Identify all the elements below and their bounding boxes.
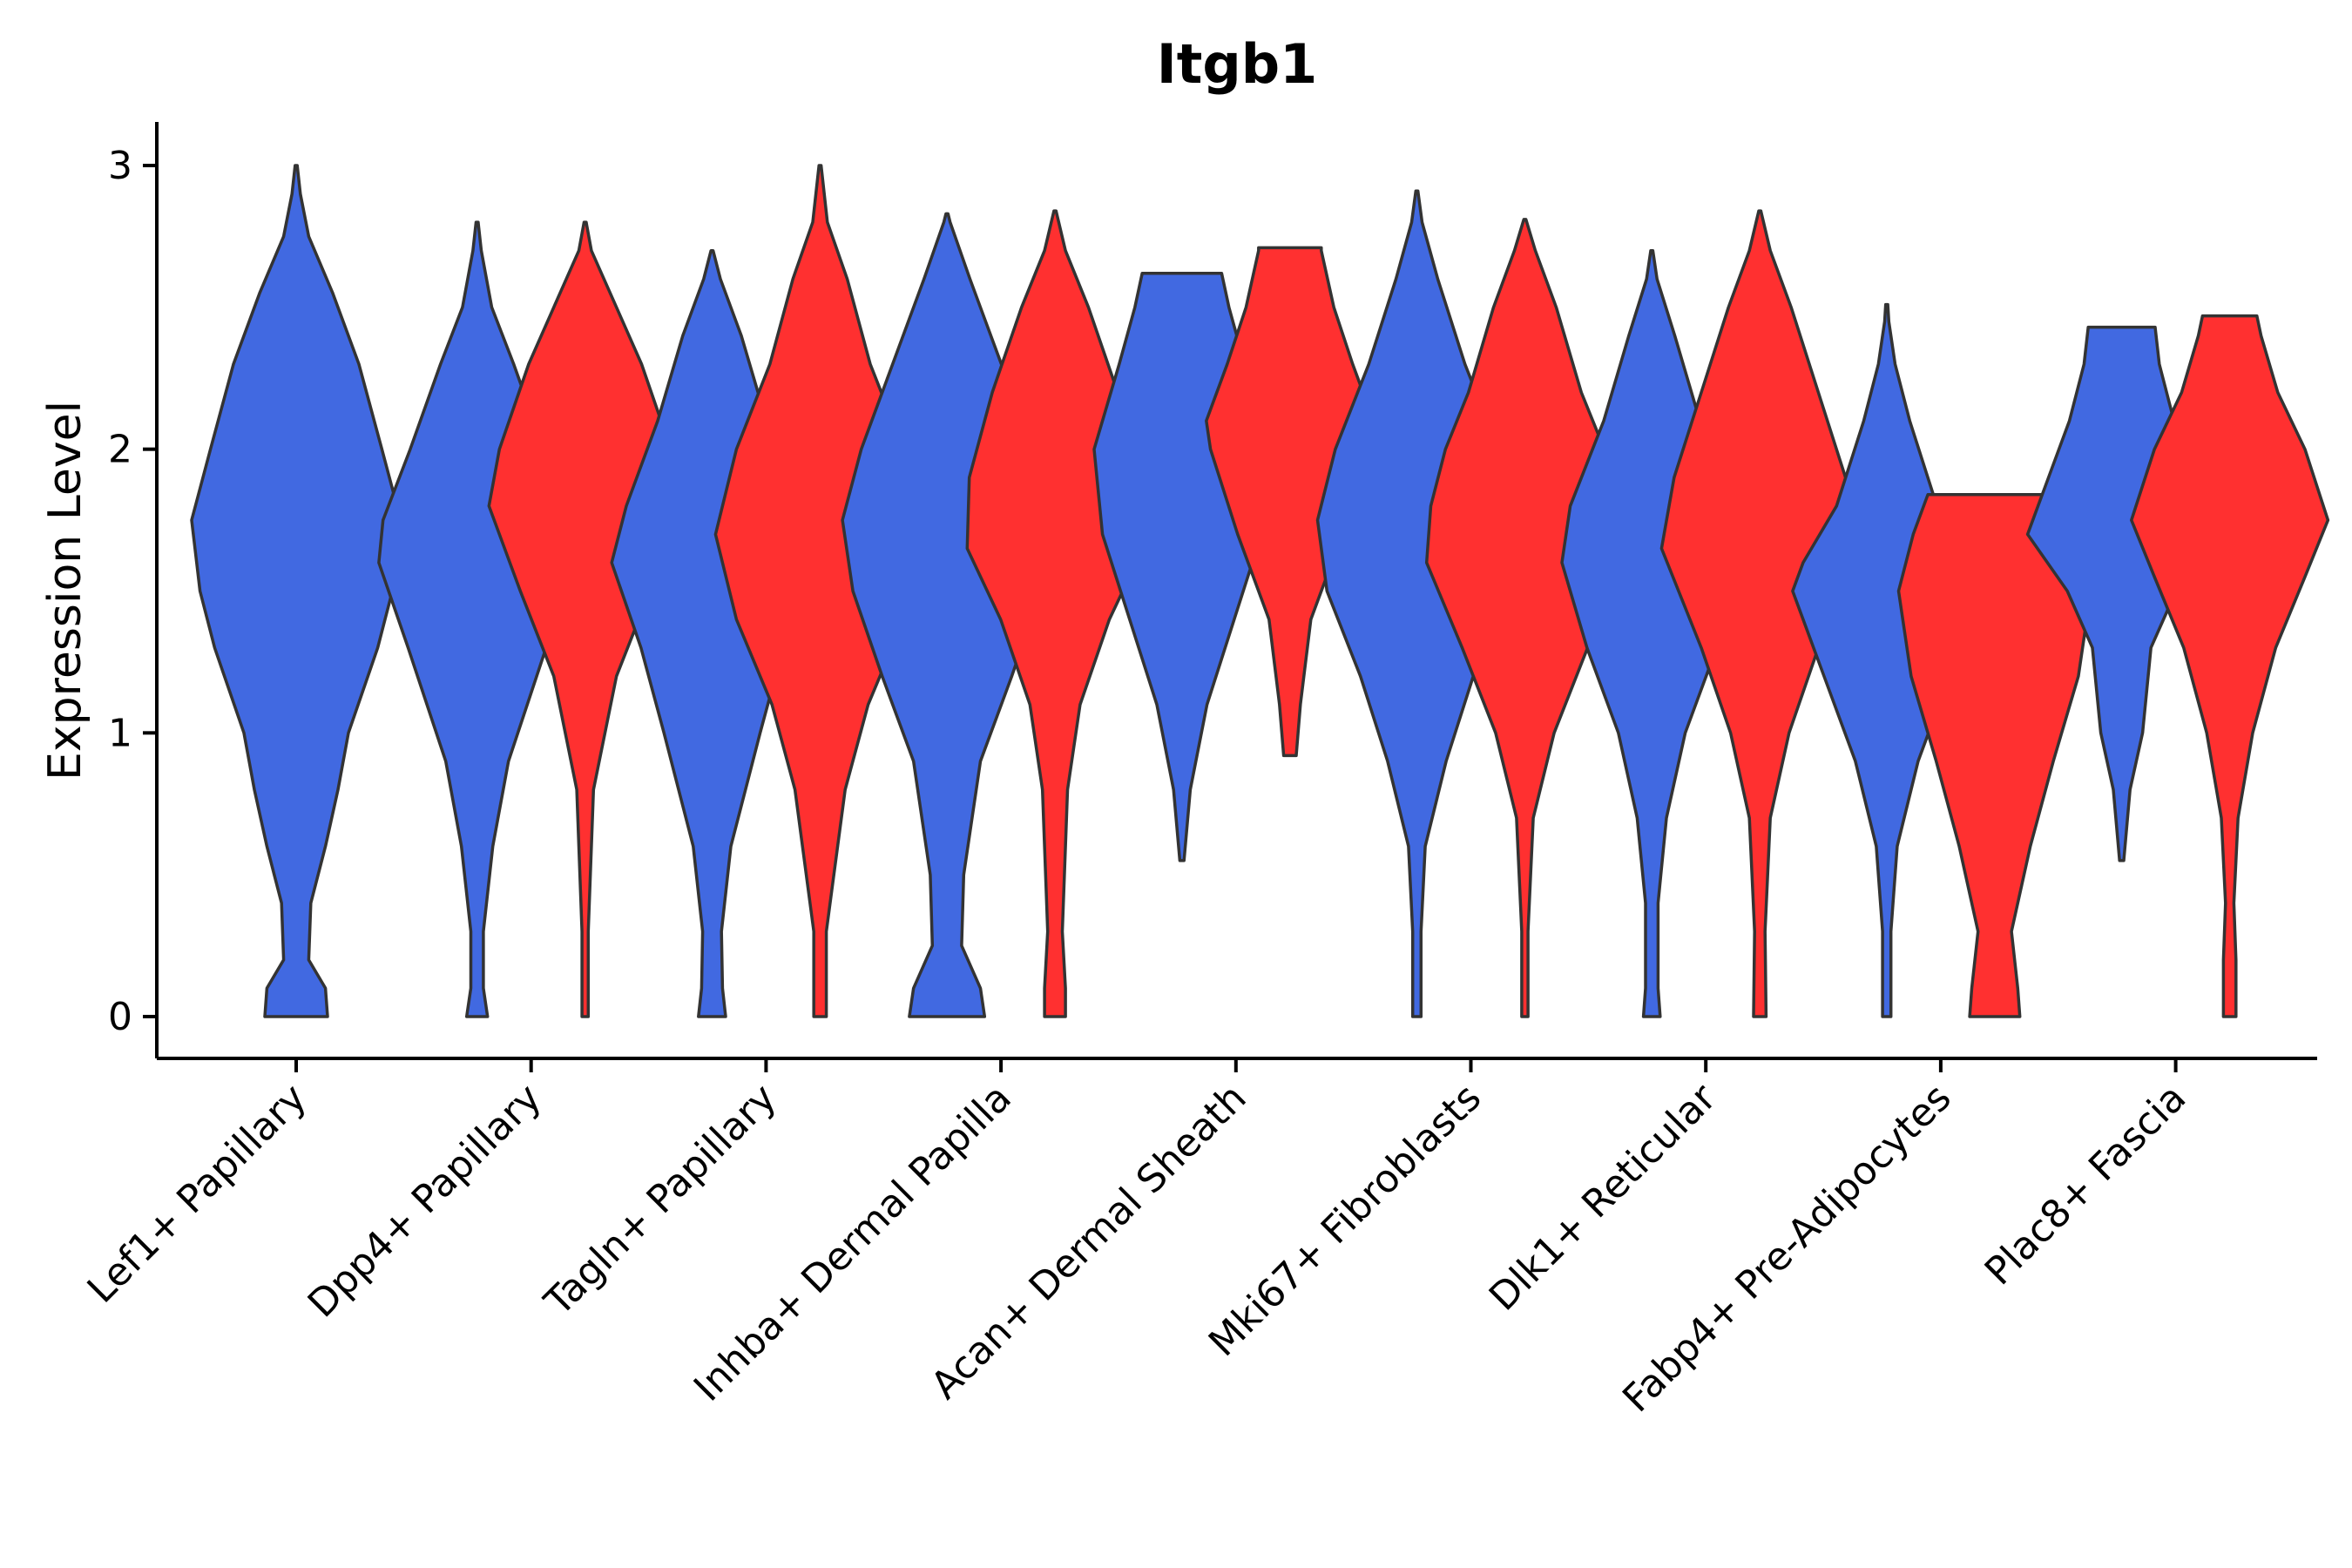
violin-7-red: [1896, 493, 2093, 1018]
y-axis-ticks: 0 1 2 3: [108, 144, 157, 1039]
x-tick-label: Plac8+ Fascia: [1977, 1076, 2195, 1294]
y-tick-label: 2: [108, 428, 132, 472]
violin-0-blue: [190, 164, 402, 1018]
violin-3-red: [965, 209, 1145, 1018]
violin-6-red: [1659, 209, 1860, 1018]
x-tick-label: Lef1+ Papillary: [79, 1076, 315, 1312]
y-axis-label: Expression Level: [39, 401, 91, 781]
x-tick-label: Mki67+ Fibroblasts: [1200, 1076, 1490, 1365]
chart-title: Itgb1: [1157, 32, 1318, 96]
y-tick-label: 0: [108, 995, 132, 1039]
violin-series: [190, 164, 2330, 1018]
y-tick-label: 3: [108, 144, 132, 188]
x-tick-label: Dpp4+ Papillary: [300, 1076, 551, 1327]
x-tick-label: Tagln+ Papillary: [536, 1076, 785, 1325]
x-tick-label: Dlk1+ Reticular: [1481, 1075, 1726, 1320]
violin-8-red: [2130, 314, 2330, 1018]
y-tick-label: 1: [108, 711, 132, 755]
